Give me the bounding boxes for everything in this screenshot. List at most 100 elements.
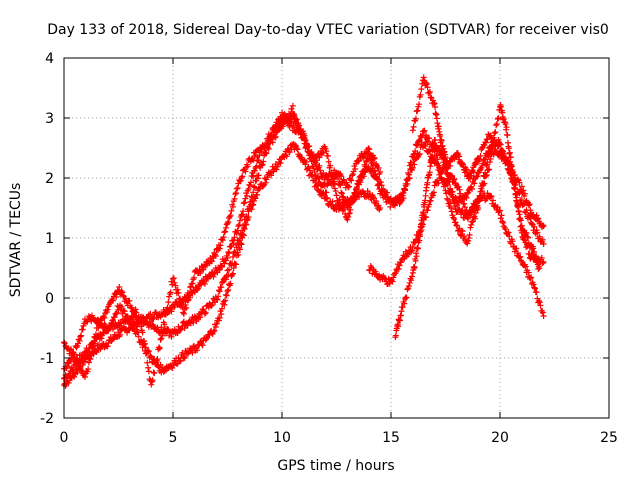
data-point <box>512 181 519 188</box>
data-point <box>325 158 332 165</box>
data-point <box>219 237 226 244</box>
data-point <box>531 248 538 255</box>
data-point <box>468 221 475 228</box>
data-point <box>418 224 425 231</box>
data-point <box>339 193 346 200</box>
data-point <box>250 173 257 180</box>
data-point <box>333 192 340 199</box>
data-point <box>466 231 473 238</box>
data-point <box>224 254 231 261</box>
data-point <box>403 294 410 301</box>
data-point <box>254 191 261 198</box>
data-point <box>141 340 148 347</box>
data-point <box>77 333 84 340</box>
data-point <box>400 195 407 202</box>
data-point <box>293 145 300 152</box>
data-point <box>467 175 474 182</box>
data-point <box>159 328 166 335</box>
data-point <box>203 335 210 342</box>
data-point <box>430 99 437 106</box>
data-point <box>401 300 408 307</box>
data-point <box>243 221 250 228</box>
data-point <box>468 172 475 179</box>
data-point <box>127 317 134 324</box>
data-point <box>463 166 470 173</box>
data-point <box>171 303 178 310</box>
data-point <box>185 296 192 303</box>
data-point <box>244 163 251 170</box>
data-point <box>412 257 419 264</box>
data-point <box>365 145 372 152</box>
data-point <box>509 238 516 245</box>
data-point <box>537 302 544 309</box>
data-point <box>229 203 236 210</box>
data-point <box>539 222 546 229</box>
data-point <box>409 244 416 251</box>
data-point <box>156 345 163 352</box>
data-point <box>211 270 218 277</box>
y-tick-label: 2 <box>45 171 54 187</box>
data-point <box>168 333 175 340</box>
data-point <box>237 240 244 247</box>
data-point <box>438 137 445 144</box>
data-point <box>68 346 75 353</box>
x-tick-label: 10 <box>273 430 291 446</box>
data-point <box>320 149 327 156</box>
data-point <box>482 139 489 146</box>
data-point <box>236 246 243 253</box>
data-point <box>291 112 298 119</box>
data-point <box>250 183 257 190</box>
data-point <box>444 195 451 202</box>
data-point <box>218 262 225 269</box>
data-point <box>242 168 249 175</box>
data-point <box>540 223 547 229</box>
data-point <box>216 314 223 321</box>
data-point <box>410 151 417 158</box>
data-point <box>507 170 514 177</box>
data-point <box>518 222 525 229</box>
data-point <box>348 177 355 184</box>
data-point <box>528 274 535 281</box>
data-point <box>104 306 111 313</box>
data-point <box>384 189 391 196</box>
data-point <box>87 355 94 362</box>
y-tick-label: 0 <box>45 291 54 307</box>
data-point <box>245 185 252 192</box>
data-point <box>422 192 429 199</box>
data-point <box>416 101 423 108</box>
data-point <box>402 180 409 187</box>
data-point <box>137 314 144 321</box>
data-point <box>309 172 316 179</box>
data-point <box>162 308 169 315</box>
data-point <box>408 161 415 168</box>
data-point <box>285 145 292 152</box>
data-point <box>189 280 196 287</box>
series-trace-c <box>61 141 384 376</box>
data-point <box>235 251 242 258</box>
data-point <box>250 189 257 196</box>
data-point <box>229 270 236 277</box>
data-point <box>373 175 380 182</box>
data-point <box>270 124 277 131</box>
data-point <box>416 237 423 244</box>
data-point <box>288 119 295 126</box>
data-point <box>283 114 290 121</box>
data-point <box>473 203 480 210</box>
data-point <box>221 301 228 308</box>
data-point <box>338 203 345 210</box>
data-point <box>154 356 161 363</box>
data-point <box>211 327 218 334</box>
data-point <box>314 182 321 189</box>
data-point <box>231 195 238 202</box>
data-point <box>248 206 255 213</box>
data-point <box>488 148 495 155</box>
data-point <box>424 179 431 186</box>
data-point <box>231 234 238 241</box>
data-point <box>293 116 300 123</box>
data-point <box>493 121 500 128</box>
data-point <box>423 81 430 88</box>
data-point <box>464 190 471 197</box>
data-point <box>535 297 542 304</box>
data-point <box>213 320 220 327</box>
data-point <box>239 211 246 218</box>
